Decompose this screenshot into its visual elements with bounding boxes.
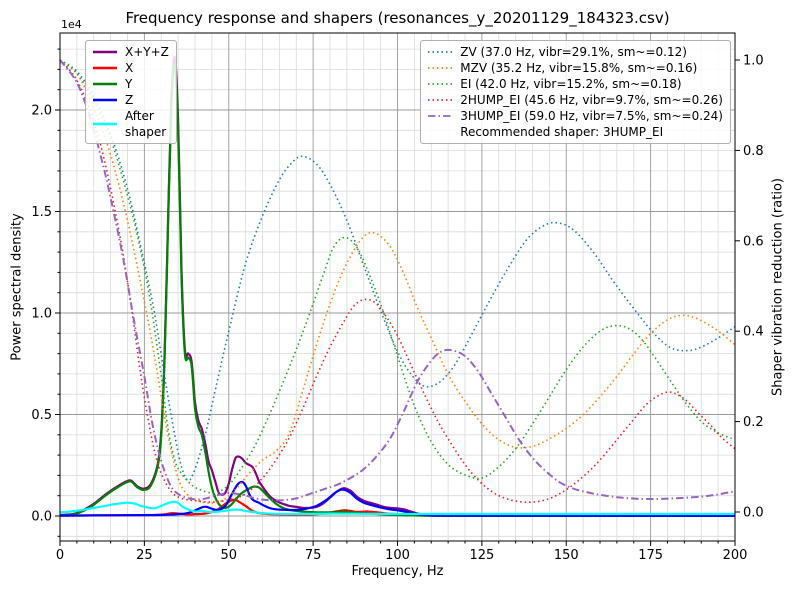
legend-line-sample — [428, 51, 453, 53]
legend-entry-label: EI (42.0 Hz, vibr=15.2%, sm~=0.18) — [460, 77, 682, 91]
series-line-Z — [59, 480, 736, 517]
legend-line-sample — [428, 67, 453, 69]
legend-line-sample — [93, 122, 117, 126]
y-left-tick-label: 1.0 — [31, 307, 52, 322]
legend-entry-label: X — [125, 61, 134, 75]
legend-entry: 3HUMP_EI (59.0 Hz, vibr=7.5%, sm~=0.24) — [427, 108, 723, 124]
y-left-tick-label: 0.0 — [31, 510, 52, 525]
legend-sample-slot — [427, 47, 453, 57]
series-line-Y — [59, 63, 735, 517]
legend-entry: EI (42.0 Hz, vibr=15.2%, sm~=0.18) — [427, 76, 723, 92]
legend-sample-slot — [92, 63, 118, 73]
legend-entry-label: Recommended shaper: 3HUMP_EI — [460, 125, 664, 139]
legend-entry: X+Y+Z — [92, 44, 169, 60]
legend-sample-slot — [427, 63, 453, 73]
y-axis-offset-multiplier: 1e4 — [61, 18, 82, 31]
legend-entry: 2HUMP_EI (45.6 Hz, vibr=9.7%, sm~=0.26) — [427, 92, 723, 108]
tick-labels: 0 25 50 75 100 125 150 175 200 0.0 0.5 1.0 1.5 2.0 0.0… — [31, 54, 763, 564]
x-axis-label: Frequency, Hz — [351, 564, 444, 579]
legend-entry: Y — [92, 76, 169, 92]
series-line-After-shaper — [59, 500, 735, 516]
y-right-tick-label: 0.8 — [743, 144, 764, 159]
right-y-axis-label: Shaper vibration reduction (ratio) — [770, 178, 786, 396]
tick-marks — [55, 48, 740, 546]
y-right-tick-label: 0.2 — [743, 415, 764, 430]
legend-line-sample — [93, 50, 117, 54]
legend-line-sample — [427, 127, 453, 137]
legend-entry: ZV (37.0 Hz, vibr=29.1%, sm~=0.12) — [427, 44, 723, 60]
x-tick-label: 175 — [638, 548, 663, 563]
y-right-tick-label: 1.0 — [743, 54, 764, 69]
legend-sample-slot — [427, 79, 453, 89]
legend-entry-label: X+Y+Z — [125, 45, 169, 59]
legend-shapers: ZV (37.0 Hz, vibr=29.1%, sm~=0.12) MZV (3… — [420, 40, 731, 144]
legend-entry-label: MZV (35.2 Hz, vibr=15.8%, sm~=0.16) — [460, 61, 698, 75]
legend-entry: Z — [92, 92, 169, 108]
legend-line-sample — [93, 82, 117, 86]
legend-entry-label: 3HUMP_EI (59.0 Hz, vibr=7.5%, sm~=0.24) — [460, 109, 723, 123]
legend-sample-slot — [427, 127, 453, 137]
x-tick-label: 0 — [56, 548, 64, 563]
x-tick-label: 50 — [220, 548, 237, 563]
legend-entry: Recommended shaper: 3HUMP_EI — [427, 124, 723, 140]
legend-line-sample — [428, 99, 453, 101]
legend-entry: MZV (35.2 Hz, vibr=15.8%, sm~=0.16) — [427, 60, 723, 76]
series-line-ZV — [59, 59, 736, 482]
legend-sample-slot — [427, 111, 453, 121]
legend-entry: After shaper — [92, 108, 169, 140]
legend-sample-slot — [92, 119, 118, 129]
legend-sample-slot — [92, 95, 118, 105]
legend-entry-label: Z — [125, 93, 134, 107]
y-right-tick-label: 0.0 — [743, 506, 764, 521]
y-right-tick-label: 0.6 — [743, 234, 764, 249]
legend-sample-slot — [92, 79, 118, 89]
legend-entry-label: ZV (37.0 Hz, vibr=29.1%, sm~=0.12) — [460, 45, 687, 59]
y-left-tick-label: 1.5 — [31, 205, 52, 220]
series-line-2HUMP_EI — [59, 59, 736, 504]
y-left-tick-label: 0.5 — [31, 408, 52, 423]
legend-entry-label: 2HUMP_EI (45.6 Hz, vibr=9.7%, sm~=0.26) — [460, 93, 723, 107]
legend-line-sample — [93, 66, 117, 70]
x-tick-label: 125 — [469, 548, 494, 563]
y-left-tick-label: 2.0 — [31, 104, 52, 119]
legend-line-sample — [428, 115, 453, 117]
series-group — [59, 55, 736, 517]
legend-sample-slot — [427, 95, 453, 105]
legend-line-sample — [93, 98, 117, 102]
series-line-3HUMP_EI — [59, 59, 736, 502]
legend-sample-slot — [92, 47, 118, 57]
x-tick-label: 100 — [385, 548, 410, 563]
legend-entry: X — [92, 60, 169, 76]
legend-line-sample — [428, 83, 453, 85]
legend-entry-label: Y — [125, 77, 133, 91]
chart-title: Frequency response and shapers (resonanc… — [125, 9, 670, 27]
legend-measured-axes: X+Y+Z X Y Z After shaper — [85, 40, 177, 144]
x-tick-label: 75 — [305, 548, 322, 563]
left-y-axis-label: Power spectral density — [9, 213, 25, 361]
legend-entry-label: After shaper — [125, 109, 167, 139]
x-tick-label: 25 — [136, 548, 153, 563]
x-tick-label: 150 — [554, 548, 579, 563]
y-right-tick-label: 0.4 — [743, 325, 764, 340]
x-tick-label: 200 — [723, 548, 748, 563]
